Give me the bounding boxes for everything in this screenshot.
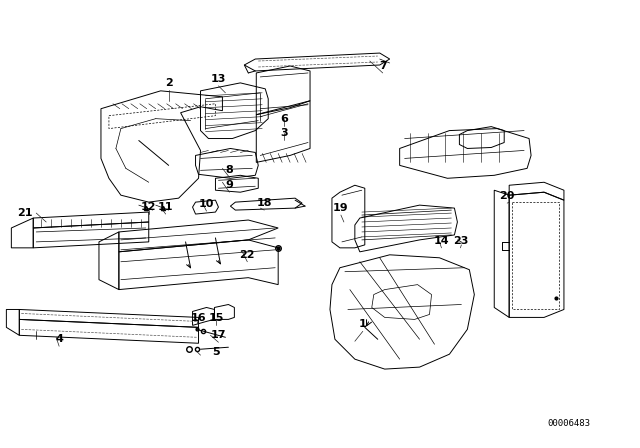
- Text: 12: 12: [141, 202, 157, 212]
- Text: 3: 3: [280, 128, 288, 138]
- Text: 16: 16: [191, 314, 206, 323]
- Text: 14: 14: [434, 236, 449, 246]
- Text: 4: 4: [55, 334, 63, 344]
- Text: 9: 9: [225, 180, 234, 190]
- Text: 7: 7: [379, 61, 387, 71]
- Text: 21: 21: [17, 208, 33, 218]
- Text: 10: 10: [199, 199, 214, 209]
- Text: 00006483: 00006483: [547, 419, 591, 428]
- Text: 20: 20: [499, 191, 515, 201]
- Text: 18: 18: [257, 198, 272, 208]
- Text: 8: 8: [225, 165, 233, 175]
- Text: 19: 19: [333, 203, 349, 213]
- Text: 15: 15: [209, 314, 224, 323]
- Text: 22: 22: [239, 250, 255, 260]
- Text: 1: 1: [359, 319, 367, 329]
- Text: 5: 5: [212, 347, 220, 357]
- Text: 11: 11: [158, 202, 173, 212]
- Text: 17: 17: [211, 330, 226, 340]
- Text: 13: 13: [211, 74, 226, 84]
- Text: 2: 2: [164, 78, 173, 88]
- Text: 6: 6: [280, 114, 288, 124]
- Text: 23: 23: [452, 236, 468, 246]
